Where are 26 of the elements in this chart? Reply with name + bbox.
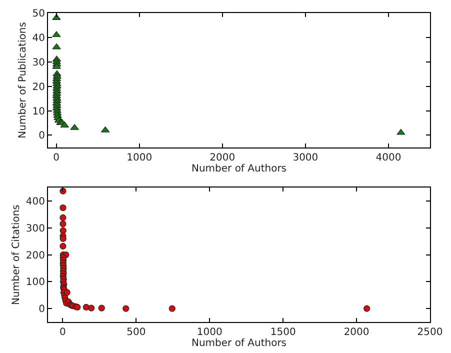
y-tick-label: 20 [32,82,45,93]
y-tick-label: 200 [26,250,45,262]
x-tick-label: 1000 [196,327,222,338]
y-axis-title: Number of Publications [17,22,28,138]
y-tick-label: 400 [26,196,45,208]
x-tick-label: 0 [60,327,66,338]
y-tick-label: 300 [26,223,45,234]
y-tick-label: 50 [32,8,45,20]
y-axis-title: Number of Citations [10,204,22,305]
x-tick-label: 500 [126,327,146,338]
x-tick-label: 3000 [292,152,318,164]
x-tick-label: 2500 [417,327,443,338]
y-tick-label: 0 [38,130,45,142]
y-tick-label: 0 [38,304,45,316]
y-tick-label: 30 [32,57,45,68]
x-tick-label: 2000 [210,152,236,164]
y-tick-label: 100 [26,277,45,288]
x-tick-label: 0 [53,152,60,164]
x-tick-label: 1500 [270,327,296,338]
x-axis-title: Number of Authors [191,163,287,174]
y-tick-label: 10 [32,106,45,118]
x-axis-title: Number of Authors [191,338,287,349]
x-tick-label: 1000 [126,152,152,164]
x-tick-label: 4000 [376,152,402,164]
x-tick-label: 2000 [344,327,370,338]
y-tick-label: 40 [32,32,45,44]
